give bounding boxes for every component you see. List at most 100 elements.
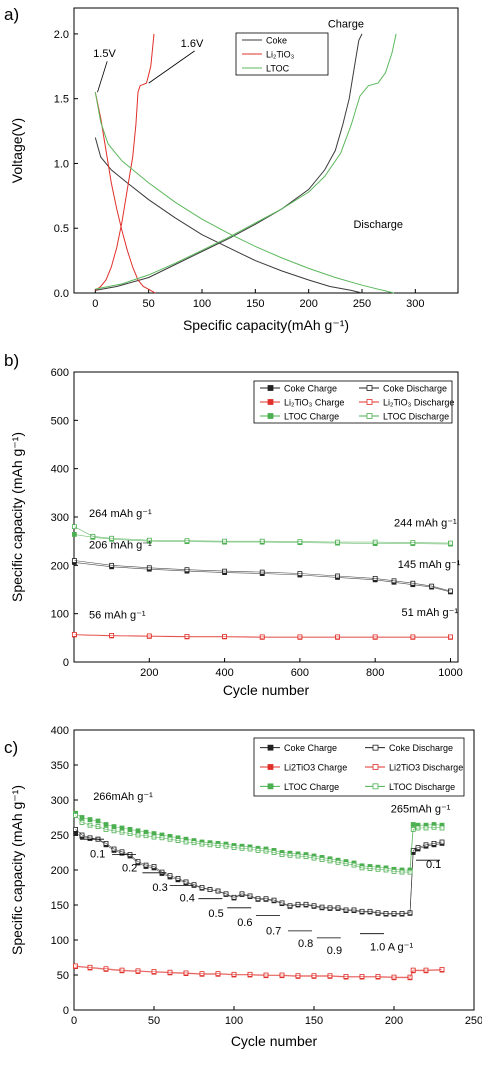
legend-entry: Coke Charge (284, 743, 337, 753)
y-tick-label: 0 (63, 1005, 69, 1017)
x-tick-label: 200 (299, 298, 317, 310)
series-line-li-tio- (94, 92, 156, 294)
rate-label: 0.5 (208, 908, 223, 920)
series-line (75, 966, 443, 979)
annotation: 1.6V (181, 38, 204, 50)
x-tick-label: 400 (215, 667, 233, 679)
x-tick-label: 250 (465, 1015, 482, 1027)
y-tick-label: 0 (63, 657, 69, 669)
series-line-li-tio- (95, 33, 155, 291)
series-line (74, 560, 451, 592)
legend-swatch-marker (267, 783, 274, 790)
x-tick-label: 0 (92, 298, 98, 310)
y-tick-label: 500 (51, 415, 69, 427)
series-line-coke (94, 137, 363, 294)
series-line-ltoc (94, 92, 395, 294)
panel-b: b) 200 400 600 800 1000 0 100 200 300 400 500 600 Cyc… (4, 351, 463, 698)
plot-frame (73, 7, 459, 294)
rate-label: 0.9 (327, 945, 342, 957)
rate-label: 0.1 (426, 859, 441, 871)
legend-entry: Li₂TiO₃ (266, 50, 295, 60)
legend-swatch-marker (366, 385, 373, 391)
series-line (75, 829, 443, 914)
legend: Coke Charge Coke Discharge Li₂TiO₃ Charge L… (253, 380, 454, 424)
legend-swatch-marker (366, 413, 373, 419)
annotation: 56 mAh g⁻¹ (89, 610, 146, 622)
y-tick-label: 1.5 (54, 94, 69, 106)
legend-entry: LTOC Discharge (389, 782, 455, 792)
y-tick-label: 0.5 (54, 223, 69, 235)
y-tick-label: 400 (51, 725, 69, 737)
y-tick-label: 300 (51, 795, 69, 807)
y-axis-label: Voltage(V) (9, 118, 25, 183)
rate-label: 0.7 (266, 925, 281, 937)
y-tick-label: 350 (51, 760, 69, 772)
y-tick-label: 300 (51, 512, 69, 524)
y-tick-label: 200 (51, 560, 69, 572)
annotation: 145 mAh g⁻¹ (398, 559, 461, 571)
legend-swatch-marker (372, 744, 379, 751)
x-tick-label: 800 (366, 667, 384, 679)
data-point (71, 524, 77, 530)
series-line (74, 526, 451, 544)
legend-box (253, 380, 453, 424)
series-line (75, 965, 443, 978)
panel-a: a) 0 50 100 150 200 250 300 0.0 0.5 1.0 1.5 2.0 Speci… (4, 5, 459, 333)
x-tick-label: 600 (291, 667, 309, 679)
x-tick-label: 50 (143, 298, 155, 310)
legend-swatch-marker (267, 744, 274, 751)
plot-area (71, 524, 453, 640)
panel-label: c) (4, 738, 18, 757)
legend-swatch-marker (267, 399, 274, 405)
rate-label: 0.6 (237, 917, 252, 929)
plot-area (94, 33, 397, 294)
series-line (74, 634, 451, 638)
panel-label: a) (4, 5, 19, 24)
annotation-arrow (97, 61, 108, 93)
y-tick-label: 600 (51, 367, 69, 379)
legend-swatch-marker (267, 413, 274, 419)
legend-entry: LTOC Discharge (383, 412, 449, 422)
legend-entry: Li₂TiO₃ Charge (284, 398, 344, 408)
y-tick-label: 1.0 (54, 158, 69, 170)
x-tick-label: 200 (140, 667, 158, 679)
rate-label: 0.4 (180, 893, 195, 905)
annotation: Discharge (353, 219, 403, 231)
series-line (74, 534, 451, 545)
x-tick-label: 0 (71, 1015, 77, 1027)
legend-entry: Li2TiO3 Discharge (389, 763, 463, 773)
legend-entry: LTOC (266, 64, 290, 74)
legend-entry: LTOC Charge (284, 782, 339, 792)
annotation: 51 mAh g⁻¹ (402, 607, 459, 619)
annotation: 264 mAh g⁻¹ (89, 508, 152, 520)
y-tick-label: 100 (51, 609, 69, 621)
annotation: 244 mAh g⁻¹ (394, 518, 457, 530)
y-tick-label: 400 (51, 464, 69, 476)
annotation: 266mAh g⁻¹ (93, 791, 153, 803)
data-point (71, 532, 77, 537)
x-tick-label: 50 (148, 1015, 160, 1027)
y-axis-label: Specific capacity (mAh g⁻¹) (9, 785, 25, 955)
legend-swatch-marker (372, 783, 379, 790)
y-axis-label: Specific capacity (mAh g⁻¹) (9, 432, 25, 602)
legend-box (253, 737, 465, 797)
legend-swatch-marker (372, 764, 379, 770)
rate-label: 0.1 (90, 848, 105, 860)
series-line-ltoc (95, 33, 397, 290)
legend: Coke Li₂TiO₃ LTOC (235, 32, 329, 76)
series-line (75, 815, 443, 873)
panel-c: c) 0 50 100 150 200 250 0 50 100 150 200 250 300 350 40… (4, 725, 482, 1049)
rate-label: 0.8 (298, 938, 313, 950)
x-tick-label: 250 (353, 298, 371, 310)
series-line-coke (95, 33, 363, 291)
annotation: 1.5V (93, 48, 116, 60)
legend-entry: LTOC Charge (284, 412, 339, 422)
y-tick-label: 50 (57, 970, 69, 982)
plot-area (73, 810, 445, 981)
panel-label: b) (4, 351, 19, 370)
legend-entry: Li₂TiO₃ Discharge (383, 398, 454, 408)
annotation: 265mAh g⁻¹ (391, 804, 451, 816)
legend-swatch-marker (366, 399, 373, 405)
x-axis-label: Cycle number (223, 682, 310, 698)
legend-entry: Coke Discharge (389, 743, 453, 753)
